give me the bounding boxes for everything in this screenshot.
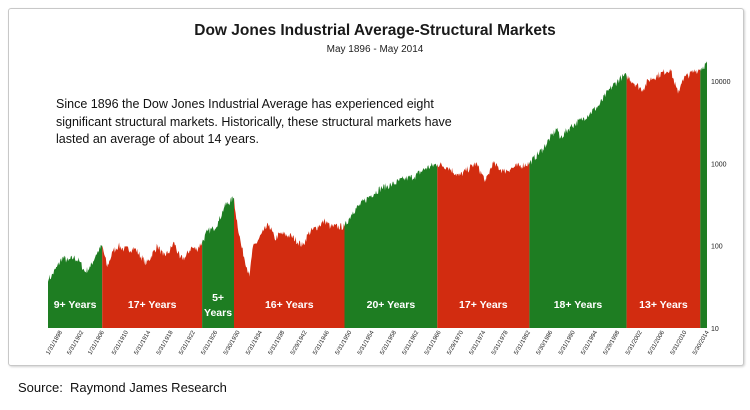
x-tick-label-27: 5/31/2002 [625,329,644,356]
x-tick-label-29: 5/31/2010 [670,329,689,356]
x-tick-label-14: 5/31/1950 [335,329,354,356]
chart-title: Dow Jones Industrial Average-Structural … [194,22,556,39]
x-tick-label-4: 5/31/1910 [111,329,130,356]
period-label-4: 16+ Years [265,299,314,311]
period-area-7 [529,73,627,328]
x-tick-label-16: 5/31/1958 [379,329,398,356]
x-tick-label-19: 5/29/1970 [446,329,465,356]
chart-annotation: Since 1896 the Dow Jones Industrial Aver… [56,97,452,146]
period-area-6 [437,161,530,328]
period-label-1: 9+ Years [54,299,97,311]
x-tick-label-2: 5/31/1902 [67,329,86,356]
period-area-8 [626,68,701,329]
x-tick-label-11: 5/31/1938 [268,329,287,356]
x-tick-label-9: 5/30/1930 [223,329,242,356]
y-tick-label-1: 10 [711,326,719,333]
x-tick-label-25: 5/31/1994 [580,329,599,356]
x-tick-label-15: 5/31/1954 [357,329,376,356]
x-tick-label-3: 1/31/1906 [87,329,106,356]
source-note: Source: Raymond James Research [18,380,227,395]
x-tick-label-12: 5/29/1942 [290,329,309,356]
x-tick-label-1: 1/31/1898 [45,329,64,356]
x-tick-label-30: 5/30/2014 [692,329,711,356]
period-label-8: 13+ Years [639,299,688,311]
period-area-5 [344,162,438,328]
period-label-6: 17+ Years [459,299,508,311]
x-tick-label-7: 5/31/1922 [178,329,197,356]
x-tick-label-23: 5/30/1986 [536,329,555,356]
y-tick-label-2: 100 [711,244,723,251]
x-tick-label-26: 5/29/1998 [603,329,622,356]
period-label-5: 20+ Years [367,299,416,311]
x-tick-label-21: 5/31/1978 [491,329,510,356]
period-label-2: 17+ Years [128,299,177,311]
x-tick-label-17: 5/31/1962 [402,329,421,356]
x-tick-label-13: 5/31/1946 [312,329,331,356]
x-tick-label-28: 5/31/2006 [647,329,666,356]
period-label-3: 5+ Years [204,292,232,319]
y-tick-label-3: 1000 [711,161,727,168]
period-area-1 [48,244,103,328]
y-tick-label-4: 10000 [711,79,731,86]
x-tick-label-5: 5/31/1914 [134,329,153,356]
x-tick-label-20: 5/31/1974 [469,329,488,356]
period-area-3 [202,196,234,328]
period-area-9 [700,61,707,329]
x-tick-label-24: 5/31/1990 [558,329,577,356]
period-area-4 [234,197,345,328]
x-tick-label-6: 5/31/1918 [156,329,175,356]
x-tick-label-18: 5/31/1966 [424,329,443,356]
x-tick-label-22: 5/31/1982 [513,329,532,356]
chart-subtitle: May 1896 - May 2014 [326,44,424,55]
period-area-2 [102,241,203,328]
period-label-7: 18+ Years [554,299,603,311]
x-tick-label-8: 5/31/1926 [201,329,220,356]
x-tick-label-10: 5/31/1934 [245,329,264,356]
